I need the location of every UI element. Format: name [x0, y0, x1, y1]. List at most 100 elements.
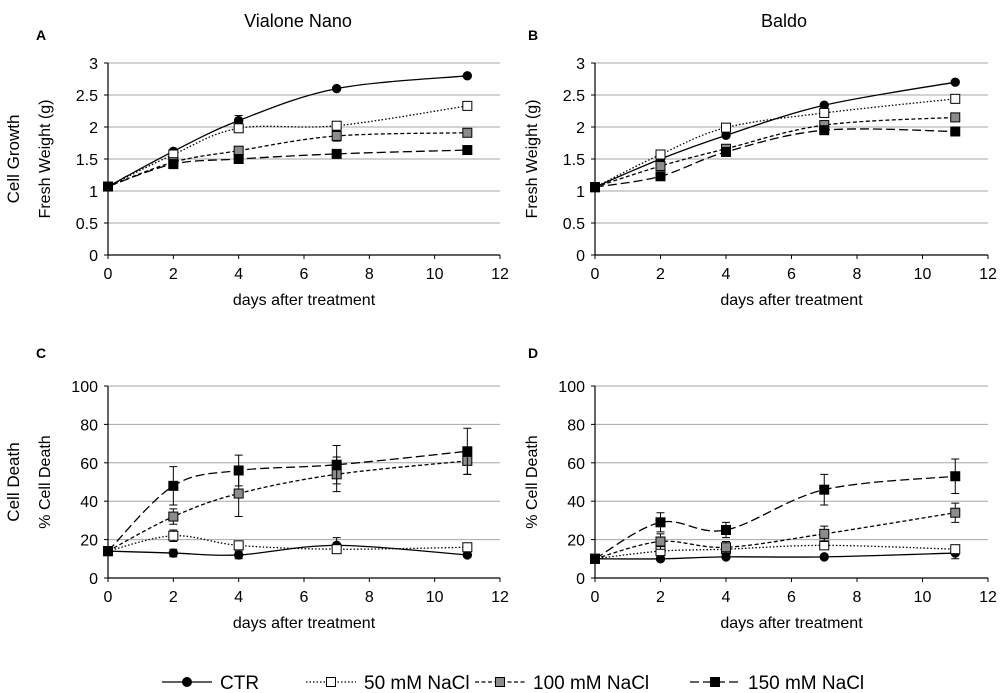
x-tick-label: 6: [787, 589, 796, 606]
y-tick-label: 1: [89, 184, 98, 201]
row-label-cell-growth: Cell Growth: [4, 115, 23, 204]
panel-letter-b: B: [528, 27, 538, 43]
x-tick-label: 0: [104, 589, 113, 606]
series-line: [594, 128, 956, 188]
legend-marker: [710, 677, 720, 687]
series-150-mm-nacl: [103, 427, 473, 557]
y-tick-label: 80: [80, 417, 98, 434]
data-point: [819, 107, 830, 118]
y-tick-label: 60: [80, 456, 98, 473]
y-tick-label: 60: [567, 456, 585, 473]
data-point: [819, 540, 830, 551]
data-point: [950, 126, 961, 137]
x-tick-label: 12: [491, 589, 509, 606]
data-point: [103, 181, 113, 192]
data-point: [168, 530, 179, 541]
series-line: [594, 475, 956, 560]
y-tick-label: 1.5: [563, 152, 585, 169]
x-tick-label: 4: [722, 266, 731, 283]
y-tick-label: 100: [558, 379, 585, 396]
data-point: [950, 544, 961, 555]
x-tick-label: 2: [169, 589, 178, 606]
data-point: [462, 145, 473, 156]
series-ctr: [590, 546, 960, 564]
data-point: [655, 161, 666, 172]
data-point: [462, 446, 473, 457]
x-tick-label: 8: [365, 589, 374, 606]
x-tick-label: 0: [104, 266, 113, 283]
legend-entry-50-mm-nacl: 50 mM NaCl: [306, 673, 470, 693]
panel-d: 0 20 40 60 80 100 0 2 4 6 8 10 12 days after treatmen…: [524, 379, 997, 632]
series-line: [594, 81, 956, 188]
series-line: [107, 132, 468, 188]
y-tick-label: 3: [576, 56, 585, 73]
x-axis-label: days after treatment: [720, 615, 863, 632]
y-tick-label: 20: [567, 533, 585, 550]
series-line: [107, 105, 468, 188]
column-title-baldo: Baldo: [761, 11, 807, 31]
data-point: [655, 517, 666, 528]
series-50-mm-nacl: [103, 529, 473, 557]
data-point: [819, 552, 829, 562]
x-axis-label: days after treatment: [233, 292, 376, 309]
panel-letter-d: D: [528, 345, 538, 361]
data-point: [655, 171, 666, 182]
data-point: [331, 544, 342, 555]
x-tick-label: 2: [656, 266, 665, 283]
data-point: [168, 511, 179, 522]
series-line: [107, 544, 468, 556]
x-tick-label: 6: [300, 589, 309, 606]
x-tick-label: 10: [426, 589, 444, 606]
x-tick-label: 6: [787, 266, 796, 283]
y-tick-label: 2: [576, 120, 585, 137]
y-tick-label: 80: [567, 417, 585, 434]
data-point: [655, 536, 666, 547]
x-tick-label: 10: [914, 266, 932, 283]
legend-marker: [326, 677, 336, 687]
data-point: [331, 459, 342, 470]
data-point: [590, 182, 600, 193]
y-axis-label: % Cell Death: [37, 435, 54, 528]
series-line: [107, 149, 468, 188]
data-point: [819, 528, 830, 539]
data-point: [233, 465, 244, 476]
series-line: [594, 544, 956, 560]
data-point: [721, 542, 731, 553]
panel-c: 0 20 40 60 80 100 0 2 4 6 8 10 12 days after treatmen…: [37, 379, 509, 632]
data-point: [331, 120, 342, 131]
x-axis-label: days after treatment: [233, 615, 376, 632]
data-point: [462, 542, 473, 553]
x-tick-label: 0: [591, 589, 600, 606]
y-tick-label: 20: [80, 533, 98, 550]
data-point: [950, 77, 960, 87]
data-point: [168, 548, 179, 558]
x-tick-label: 8: [853, 589, 862, 606]
data-point: [819, 125, 830, 136]
y-tick-label: 0.5: [563, 216, 585, 233]
panel-letter-c: C: [36, 345, 46, 361]
series-line: [594, 512, 956, 560]
x-tick-label: 6: [300, 266, 309, 283]
series-line: [594, 552, 956, 560]
x-axis-label: days after treatment: [720, 292, 863, 309]
x-tick-label: 10: [914, 589, 932, 606]
y-axis-label: % Cell Death: [524, 435, 541, 528]
y-tick-label: 1: [576, 184, 585, 201]
x-tick-label: 8: [853, 266, 862, 283]
data-point: [233, 488, 244, 499]
data-point: [331, 148, 342, 159]
series-100-mm-nacl: [590, 112, 961, 193]
y-tick-label: 0: [89, 248, 98, 265]
data-point: [233, 154, 244, 164]
legend-marker: [182, 677, 192, 687]
data-point: [233, 550, 244, 560]
y-tick-label: 0: [576, 571, 585, 588]
series-line: [107, 460, 468, 552]
panel-a: 0 0.5 1 1.5 2 2.5 3 0 2 4 6 8 10 12 days after treatme…: [37, 56, 509, 309]
legend-marker: [495, 677, 505, 687]
x-tick-label: 4: [234, 589, 243, 606]
x-tick-label: 12: [979, 589, 997, 606]
data-point: [168, 480, 179, 491]
legend: CTR 50 mM NaCl 100 mM NaCl 150 mM NaCl: [162, 673, 864, 693]
